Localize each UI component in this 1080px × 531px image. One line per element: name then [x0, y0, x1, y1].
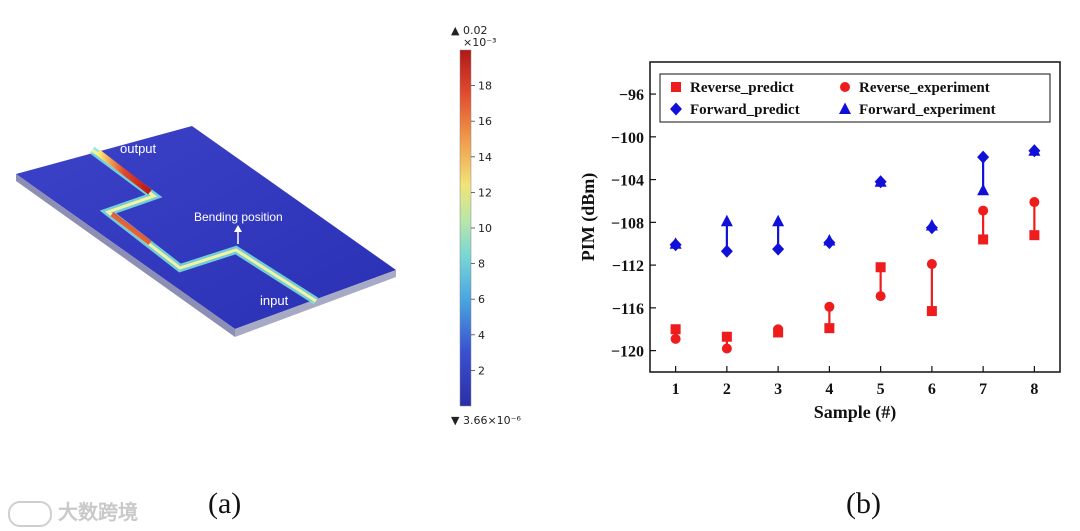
y-axis-label: PIM (dBm)	[578, 173, 599, 262]
hotspot-output	[96, 149, 152, 195]
point-forward-experiment	[772, 214, 785, 227]
y-tick-label: −108	[611, 215, 644, 232]
y-axis-ticks: −120 −116 −112 −108 −104 −100 −96	[611, 87, 656, 361]
y-tick-label: −116	[612, 301, 644, 318]
x-tick-label: 6	[928, 381, 936, 398]
watermark-logo-icon	[8, 500, 52, 527]
legend-label: Forward_experiment	[859, 102, 996, 118]
plot-frame	[649, 61, 1061, 373]
colorbar-tick-label-8: 8	[478, 258, 485, 271]
x-tick-label: 7	[979, 381, 987, 398]
y-tick-label: −104	[611, 173, 644, 190]
point-reverse-experiment	[875, 291, 886, 302]
substrate-top	[16, 126, 396, 329]
point-reverse-predict	[721, 331, 732, 342]
data-markers	[669, 144, 1041, 354]
label-input: input	[260, 293, 289, 308]
point-forward-predict	[720, 244, 733, 258]
y-tick-label: −96	[619, 87, 644, 104]
legend-label: Reverse_experiment	[859, 80, 990, 96]
colorbar	[459, 49, 472, 407]
colorbar-tick-label-2: 2	[478, 364, 485, 377]
point-forward-experiment	[669, 237, 682, 249]
legend-marker-forward-experiment	[839, 102, 851, 114]
watermark: 大数跨境	[8, 496, 138, 527]
x-tick-label: 4	[825, 381, 833, 398]
x-tick-label: 8	[1030, 381, 1038, 398]
point-reverse-experiment	[670, 333, 681, 344]
legend-box	[659, 73, 1051, 123]
y-tick-label: −112	[612, 258, 644, 275]
point-forward-experiment	[874, 175, 887, 187]
x-axis-label: Sample (#)	[814, 402, 897, 423]
legend-marker-reverse-experiment	[840, 82, 850, 92]
caption-b: (b)	[846, 487, 881, 520]
legend: Reverse_predict Reverse_experiment Forward…	[659, 73, 1051, 123]
plot-area	[649, 61, 1061, 373]
substrate-edge-right	[235, 270, 396, 337]
legend-marker-forward-predict	[670, 102, 682, 116]
y-tick-label: −100	[611, 130, 644, 147]
label-output: output	[120, 141, 157, 156]
point-reverse-experiment	[824, 301, 835, 312]
point-forward-experiment	[823, 234, 836, 246]
point-reverse-predict	[1029, 230, 1040, 241]
substrate-edge-left	[16, 174, 235, 337]
x-tick-label: 2	[723, 381, 731, 398]
y-tick-label: −120	[611, 344, 644, 361]
point-reverse-predict	[824, 323, 835, 334]
colorbar-tick-label-12: 12	[478, 186, 492, 199]
x-tick-label: 1	[672, 381, 680, 398]
colorbar-max-label: ▲ 0.02	[451, 24, 487, 37]
point-forward-experiment	[977, 183, 990, 196]
point-forward-experiment	[720, 214, 733, 227]
point-reverse-predict	[670, 324, 681, 335]
point-reverse-predict	[978, 234, 989, 245]
point-reverse-experiment	[1029, 197, 1040, 208]
colorbar-tick-label-4: 4	[478, 329, 485, 342]
point-reverse-predict	[875, 262, 886, 273]
x-axis-ticks: 1 2 3 4 5 6 7 8	[672, 366, 1038, 398]
point-forward-experiment	[1028, 144, 1041, 156]
colorbar-tick-label-16: 16	[478, 115, 492, 128]
colorbar-exponent: ×10⁻³	[463, 36, 496, 49]
legend-marker-reverse-predict	[671, 82, 681, 92]
x-tick-label: 3	[774, 381, 782, 398]
watermark-text: 大数跨境	[58, 500, 138, 524]
colorbar-tick-label-14: 14	[478, 151, 492, 164]
point-reverse-experiment	[773, 324, 784, 335]
colorbar-tick-label-6: 6	[478, 293, 485, 306]
caption-a: (a)	[208, 487, 242, 520]
point-forward-predict	[772, 242, 785, 256]
colorbar-tick-label-10: 10	[478, 222, 492, 235]
colorbar-min-label: ▼ 3.66×10⁻⁶	[451, 414, 521, 427]
pim-chart: −120 −116 −112 −108 −104 −100 −96 1 2 3 4 5 6 7 8 Rev…	[578, 61, 1061, 423]
label-bending-position: Bending position	[194, 210, 283, 224]
point-forward-predict	[977, 150, 990, 164]
simulation-figure: output Bending position input ▲ 0.02 ×10…	[16, 24, 521, 427]
hotspot-bend	[110, 212, 152, 245]
colorbar-ticks: 18 16 14 12 10 8 6 4 2	[471, 80, 492, 377]
bending-arrow-head	[234, 225, 242, 232]
point-reverse-experiment	[978, 205, 989, 216]
point-reverse-experiment	[721, 343, 732, 354]
legend-label: Forward_predict	[690, 102, 800, 118]
x-tick-label: 5	[877, 381, 885, 398]
legend-label: Reverse_predict	[690, 80, 794, 96]
colorbar-tick-label-18: 18	[478, 80, 492, 93]
point-reverse-experiment	[926, 259, 937, 270]
point-forward-experiment	[925, 219, 938, 231]
point-reverse-predict	[926, 306, 937, 317]
